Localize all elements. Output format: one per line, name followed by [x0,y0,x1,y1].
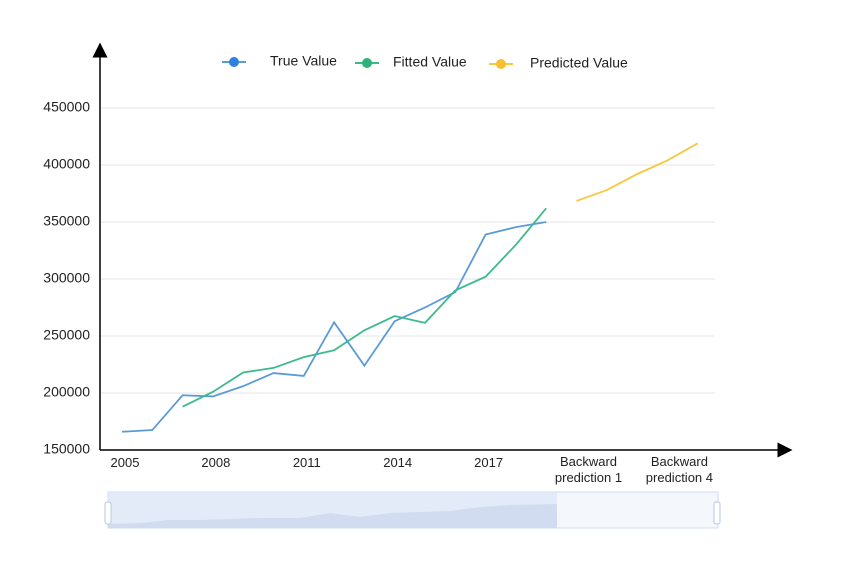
x-tick-label: 2005 [110,455,140,470]
y-tick-label: 350000 [43,213,90,229]
x-tick-label: 2017 [474,455,504,470]
legend-label: Fitted Value [393,54,467,70]
x-tick-label: Backward prediction 1 [554,454,623,485]
legend-label: Predicted Value [530,55,628,71]
series-line [121,221,547,433]
y-tick-label: 300000 [43,270,90,286]
slider-preview [108,504,557,528]
legend-marker [229,57,239,67]
legend-marker [362,58,372,68]
slider-handle[interactable] [713,501,721,525]
series-line [576,142,699,202]
y-tick-label: 150000 [43,441,90,457]
x-tick-label: 2014 [383,455,413,470]
slider-handle[interactable] [104,501,112,525]
legend-marker [496,59,506,69]
x-tick-label: 2008 [201,455,231,470]
y-tick-label: 400000 [43,156,90,172]
data-zoom-slider[interactable] [104,491,721,529]
x-tick-label: Backward prediction 4 [645,454,713,485]
legend-label: True Value [270,53,337,69]
y-tick-label: 450000 [43,99,90,115]
y-tick-label: 200000 [43,384,90,400]
y-tick-label: 250000 [43,327,90,343]
x-tick-label: 2011 [292,455,321,470]
series-line [182,207,547,408]
